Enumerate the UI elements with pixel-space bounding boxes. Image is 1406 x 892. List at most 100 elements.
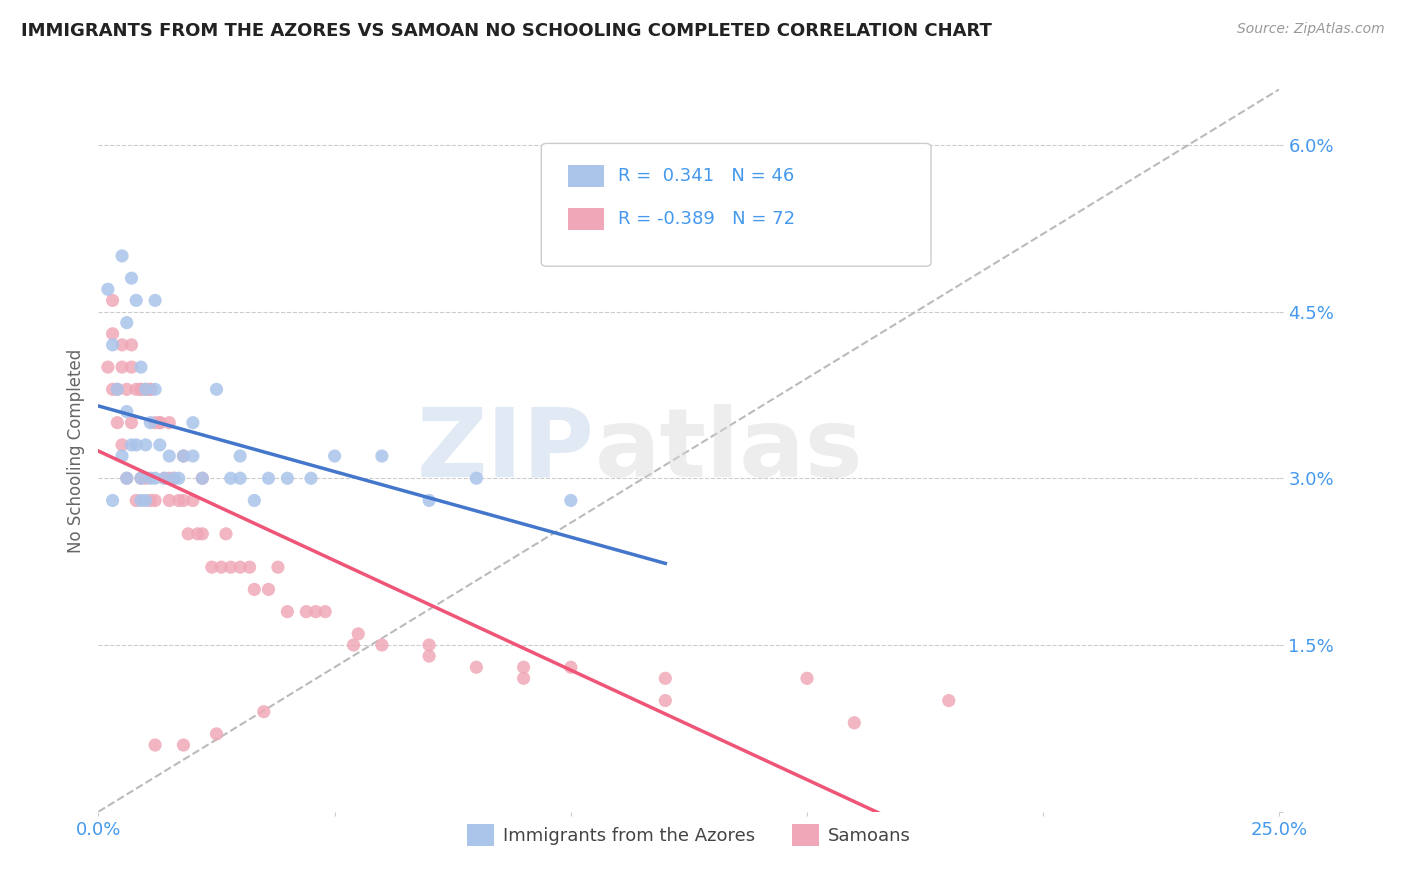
Point bbox=[167, 471, 190, 485]
Point bbox=[229, 471, 252, 485]
Point bbox=[149, 416, 172, 430]
Text: R =  0.341   N = 46: R = 0.341 N = 46 bbox=[619, 167, 794, 185]
Point bbox=[153, 471, 176, 485]
Point bbox=[121, 416, 143, 430]
Point bbox=[418, 638, 440, 652]
Point bbox=[101, 293, 124, 308]
Point bbox=[125, 438, 148, 452]
Point bbox=[111, 338, 134, 352]
Text: ZIP: ZIP bbox=[416, 404, 595, 497]
FancyBboxPatch shape bbox=[568, 209, 605, 230]
Point bbox=[139, 382, 162, 396]
Point bbox=[512, 671, 534, 685]
Text: R = -0.389   N = 72: R = -0.389 N = 72 bbox=[619, 211, 796, 228]
Point bbox=[172, 449, 194, 463]
Point bbox=[229, 449, 252, 463]
Point bbox=[181, 493, 204, 508]
Point bbox=[139, 416, 162, 430]
Point bbox=[243, 582, 266, 597]
Point bbox=[135, 471, 157, 485]
Point bbox=[177, 526, 200, 541]
Point bbox=[111, 438, 134, 452]
Point bbox=[163, 471, 186, 485]
Point bbox=[97, 360, 120, 375]
Point bbox=[105, 382, 128, 396]
Point bbox=[129, 493, 152, 508]
Point bbox=[215, 526, 238, 541]
Point bbox=[371, 449, 394, 463]
Point bbox=[314, 605, 336, 619]
Point bbox=[276, 605, 298, 619]
Point bbox=[844, 715, 866, 730]
Point bbox=[129, 471, 152, 485]
Point bbox=[115, 471, 138, 485]
Point bbox=[143, 293, 166, 308]
Point bbox=[153, 471, 176, 485]
Point bbox=[129, 360, 152, 375]
FancyBboxPatch shape bbox=[568, 165, 605, 186]
Point bbox=[157, 493, 180, 508]
Point bbox=[257, 582, 280, 597]
Point bbox=[139, 493, 162, 508]
Point bbox=[143, 738, 166, 752]
Point bbox=[105, 382, 128, 396]
Point bbox=[181, 449, 204, 463]
Point bbox=[323, 449, 346, 463]
Point bbox=[143, 416, 166, 430]
Point bbox=[243, 493, 266, 508]
Y-axis label: No Schooling Completed: No Schooling Completed bbox=[66, 349, 84, 552]
Point bbox=[219, 471, 242, 485]
Point bbox=[219, 560, 242, 574]
Point bbox=[172, 738, 194, 752]
Point bbox=[143, 471, 166, 485]
Point bbox=[135, 382, 157, 396]
Point bbox=[191, 471, 214, 485]
Point bbox=[560, 660, 582, 674]
Point bbox=[121, 338, 143, 352]
Point bbox=[299, 471, 322, 485]
Point bbox=[512, 660, 534, 674]
Point bbox=[347, 627, 370, 641]
Point bbox=[267, 560, 290, 574]
Point bbox=[129, 471, 152, 485]
Point bbox=[163, 471, 186, 485]
Point bbox=[305, 605, 328, 619]
Point bbox=[157, 471, 180, 485]
Point bbox=[654, 693, 676, 707]
Point bbox=[149, 438, 172, 452]
Point bbox=[205, 382, 228, 396]
Point bbox=[97, 282, 120, 296]
Point bbox=[125, 382, 148, 396]
Point bbox=[157, 416, 180, 430]
Point bbox=[139, 382, 162, 396]
Point bbox=[101, 338, 124, 352]
Point bbox=[143, 382, 166, 396]
Point bbox=[129, 382, 152, 396]
Point bbox=[276, 471, 298, 485]
Point bbox=[129, 382, 152, 396]
Point bbox=[342, 638, 364, 652]
Point bbox=[796, 671, 818, 685]
Point bbox=[172, 493, 194, 508]
Point bbox=[101, 493, 124, 508]
Point bbox=[187, 526, 209, 541]
Text: IMMIGRANTS FROM THE AZORES VS SAMOAN NO SCHOOLING COMPLETED CORRELATION CHART: IMMIGRANTS FROM THE AZORES VS SAMOAN NO … bbox=[21, 22, 993, 40]
Point bbox=[115, 316, 138, 330]
Point bbox=[205, 727, 228, 741]
Point bbox=[125, 493, 148, 508]
Point bbox=[143, 493, 166, 508]
Point bbox=[115, 382, 138, 396]
Point bbox=[560, 493, 582, 508]
Point bbox=[121, 438, 143, 452]
Point bbox=[181, 416, 204, 430]
Point bbox=[229, 560, 252, 574]
Point bbox=[135, 438, 157, 452]
Point bbox=[105, 416, 128, 430]
Point bbox=[253, 705, 276, 719]
Point bbox=[115, 471, 138, 485]
Point bbox=[371, 638, 394, 652]
Point bbox=[125, 293, 148, 308]
Point bbox=[257, 471, 280, 485]
Point bbox=[167, 493, 190, 508]
Text: atlas: atlas bbox=[595, 404, 863, 497]
